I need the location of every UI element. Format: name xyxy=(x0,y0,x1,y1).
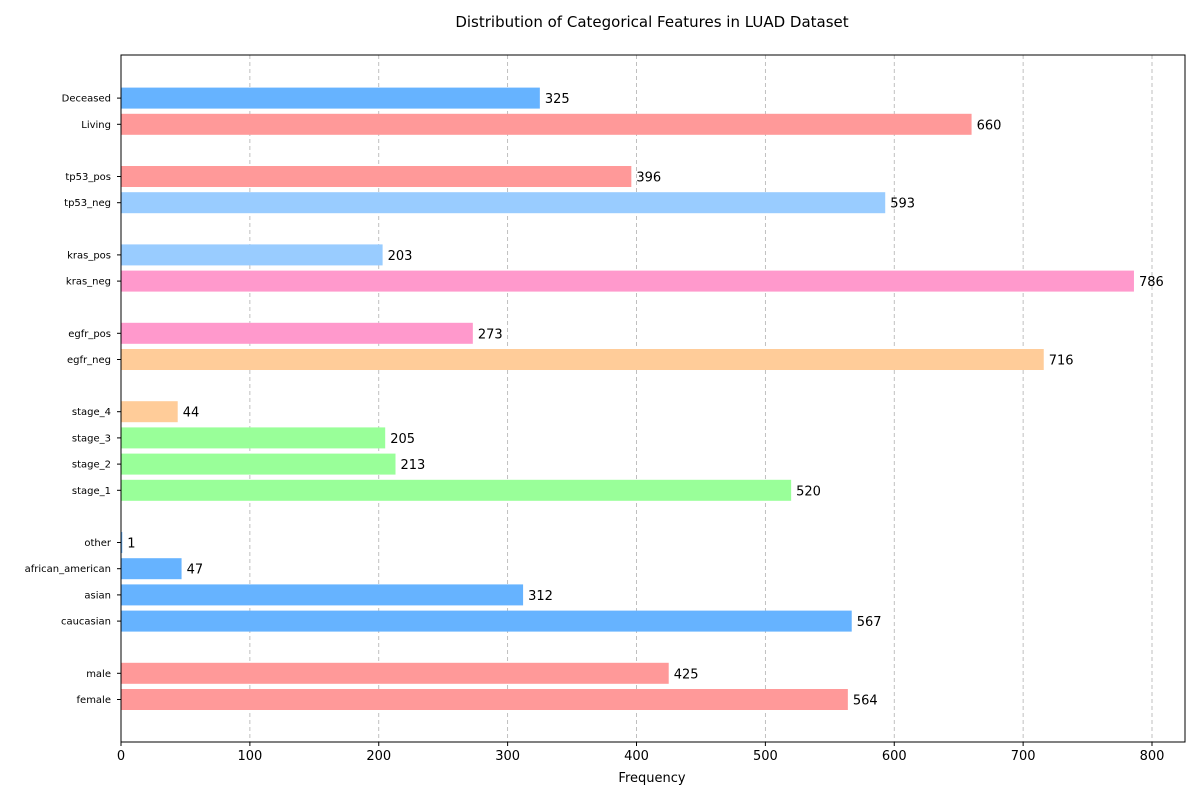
bar-other xyxy=(121,532,123,553)
y-tick-labels: female male caucasian asian african_american… xyxy=(25,94,121,706)
value-label: 786 xyxy=(1139,275,1164,290)
y-tick-label: Living xyxy=(81,120,111,131)
bar-tp53_pos xyxy=(121,166,632,187)
plot-frame xyxy=(120,54,1186,743)
y-tick-label: caucasian xyxy=(61,617,111,628)
bar-stage_3 xyxy=(121,427,386,449)
value-label: 325 xyxy=(545,92,570,107)
value-label: 593 xyxy=(890,197,915,212)
value-label: 312 xyxy=(528,589,553,604)
y-tick-label: asian xyxy=(84,590,111,601)
x-tick-label: 300 xyxy=(495,749,520,764)
y-tick-label: other xyxy=(84,538,112,549)
x-tick-label: 500 xyxy=(753,749,778,764)
bar-Living xyxy=(121,113,972,135)
bar-stage_2 xyxy=(121,453,396,475)
y-tick-label: male xyxy=(86,669,111,680)
chart-title: Distribution of Categorical Features in … xyxy=(455,13,848,31)
y-tick-label: egfr_neg xyxy=(67,355,111,366)
x-tick-label: 400 xyxy=(624,749,649,764)
x-tick-label: 100 xyxy=(237,749,262,764)
value-label: 203 xyxy=(388,249,413,264)
x-tick-labels: 0 100 200 300 400 500 600 700 800 xyxy=(117,742,1165,764)
x-tick-label: 700 xyxy=(1011,749,1036,764)
bars xyxy=(121,87,1134,710)
y-tick-label: stage_1 xyxy=(72,486,111,497)
value-label: 520 xyxy=(796,484,821,499)
x-axis-label: Frequency xyxy=(618,771,685,786)
x-tick-label: 200 xyxy=(366,749,391,764)
y-tick-label: tp53_neg xyxy=(64,198,111,209)
bar-asian xyxy=(121,584,524,606)
value-label: 396 xyxy=(636,171,661,186)
y-tick-label: stage_2 xyxy=(72,460,111,471)
y-tick-label: stage_4 xyxy=(72,407,111,418)
x-tick-label: 0 xyxy=(117,749,125,764)
bar-african_american xyxy=(121,558,182,580)
x-tick-label: 600 xyxy=(882,749,907,764)
bar-stage_4 xyxy=(121,401,178,423)
value-label: 425 xyxy=(674,667,699,682)
bar-kras_pos xyxy=(121,244,383,266)
bar-stage_1 xyxy=(121,479,792,501)
value-label: 660 xyxy=(977,118,1002,133)
value-label: 205 xyxy=(390,432,415,447)
value-label: 564 xyxy=(853,694,878,709)
value-label: 567 xyxy=(857,615,882,630)
bar-male xyxy=(121,662,669,684)
y-tick-label: kras_neg xyxy=(66,277,111,288)
y-tick-label: stage_3 xyxy=(72,433,111,444)
value-label: 213 xyxy=(401,458,426,473)
y-tick-label: african_american xyxy=(25,564,111,575)
grid-lines xyxy=(120,55,1153,742)
value-label: 716 xyxy=(1049,354,1074,369)
x-tick-label: 800 xyxy=(1140,749,1165,764)
y-tick-label: female xyxy=(77,695,111,706)
value-label: 44 xyxy=(183,406,200,421)
value-label: 1 xyxy=(127,537,135,552)
bar-tp53_neg xyxy=(121,192,886,214)
value-label: 47 xyxy=(187,563,204,578)
y-tick-label: kras_pos xyxy=(67,250,111,261)
bar-female xyxy=(121,689,848,710)
bar-egfr_neg xyxy=(121,349,1044,370)
bar-egfr_pos xyxy=(121,322,473,344)
bar-caucasian xyxy=(121,610,852,632)
value-labels: 564 425 567 312 47 1 520 213 205 44 716 273 786 203 59… xyxy=(127,92,1163,708)
y-tick-label: tp53_pos xyxy=(65,172,111,183)
bar-kras_neg xyxy=(121,270,1134,292)
bar-Deceased xyxy=(121,87,540,109)
y-tick-label: egfr_pos xyxy=(68,329,111,340)
y-tick-label: Deceased xyxy=(62,94,111,105)
value-label: 273 xyxy=(478,327,503,342)
